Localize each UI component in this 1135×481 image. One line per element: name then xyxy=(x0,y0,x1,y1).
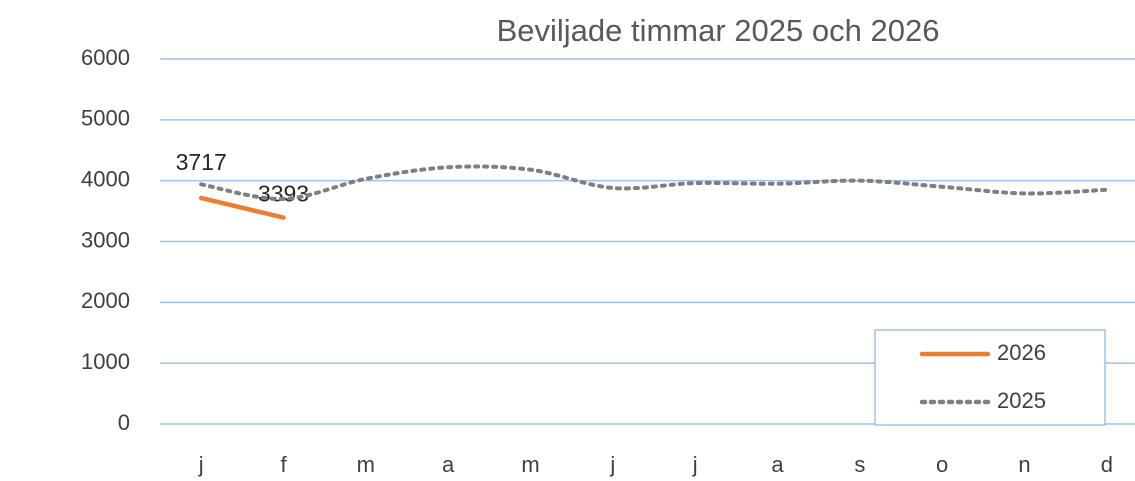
chart-title: Beviljade timmar 2025 och 2026 xyxy=(497,13,940,48)
y-tick-label: 3000 xyxy=(81,227,130,252)
y-tick-label: 5000 xyxy=(81,106,130,131)
series-line xyxy=(198,195,286,220)
series-line xyxy=(199,164,1109,201)
x-tick-label: o xyxy=(936,452,948,477)
legend-box xyxy=(874,329,1106,426)
data-label: 3717 xyxy=(176,149,227,175)
x-tick-label: a xyxy=(771,452,784,477)
x-tick-label: j xyxy=(609,452,615,477)
y-tick-label: 0 xyxy=(118,410,130,435)
y-tick-label: 1000 xyxy=(81,349,130,374)
x-tick-label: j xyxy=(198,452,204,477)
x-tick-label: d xyxy=(1101,452,1113,477)
x-tick-label: j xyxy=(692,452,698,477)
legend-label: 2026 xyxy=(997,340,1046,365)
data-label: 3393 xyxy=(258,181,309,207)
y-tick-label: 6000 xyxy=(81,45,130,70)
x-tick-label: f xyxy=(280,452,287,477)
y-tick-label: 2000 xyxy=(81,288,130,313)
legend-label: 2025 xyxy=(997,388,1046,413)
y-tick-label: 4000 xyxy=(81,166,130,191)
x-tick-label: m xyxy=(357,452,375,477)
x-tick-label: m xyxy=(521,452,539,477)
x-tick-label: a xyxy=(442,452,455,477)
x-tick-label: s xyxy=(854,452,865,477)
x-tick-label: n xyxy=(1018,452,1030,477)
